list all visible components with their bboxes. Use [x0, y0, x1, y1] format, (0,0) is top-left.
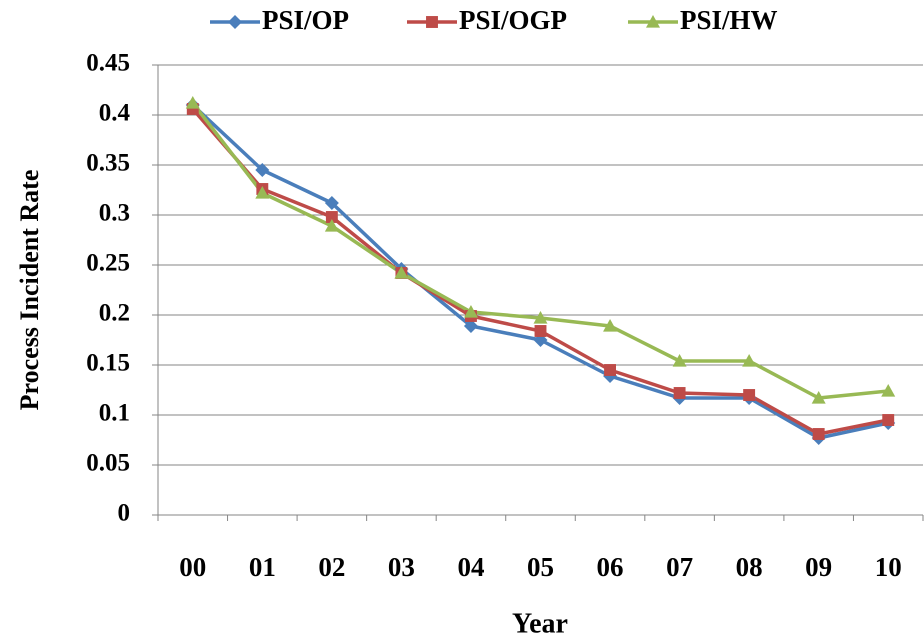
x-tick-label: 10 — [875, 552, 902, 582]
y-tick-label: 0.15 — [86, 350, 130, 377]
marker — [603, 319, 618, 332]
marker — [186, 103, 199, 115]
series-line — [191, 107, 889, 436]
x-tick-label: 00 — [179, 552, 206, 582]
x-tick-label: 01 — [249, 552, 276, 582]
marker — [255, 186, 270, 199]
x-tick-label: 08 — [736, 552, 763, 582]
x-axis-label: Year — [512, 608, 568, 639]
y-tick-label: 0.3 — [99, 200, 130, 227]
marker — [185, 96, 200, 109]
marker — [672, 354, 687, 367]
series-line — [191, 103, 889, 440]
marker — [604, 364, 616, 376]
y-tick-label: 0.2 — [99, 300, 130, 327]
marker — [811, 391, 826, 404]
x-tick-label: 09 — [805, 552, 832, 582]
marker — [812, 428, 825, 440]
x-tick-label: 02 — [318, 552, 345, 582]
y-axis-label: Process Incident Rate — [15, 170, 44, 411]
marker — [324, 196, 339, 210]
marker — [534, 325, 547, 337]
marker — [463, 319, 478, 333]
series-line — [191, 101, 889, 400]
x-tick-label: 06 — [597, 552, 624, 582]
y-tick-label: 0.05 — [86, 450, 130, 477]
x-tick-label: 05 — [527, 552, 554, 582]
legend-marker — [646, 15, 660, 28]
x-tick-label: 03 — [388, 552, 415, 582]
legend-label: PSI/OGP — [459, 5, 567, 35]
legend-marker — [426, 16, 438, 28]
marker — [255, 163, 270, 177]
marker — [533, 311, 548, 324]
marker — [394, 266, 409, 279]
x-tick-label: 07 — [666, 552, 693, 582]
y-tick-label: 0.45 — [86, 50, 130, 77]
marker — [742, 354, 757, 367]
marker — [463, 305, 478, 318]
legend-marker — [228, 15, 242, 29]
y-tick-label: 0.35 — [86, 150, 130, 177]
x-tick-label: 04 — [457, 552, 484, 582]
legend-label: PSI/OP — [262, 5, 349, 35]
legend-label: PSI/HW — [680, 5, 778, 35]
marker — [743, 389, 756, 401]
y-tick-label: 0 — [118, 500, 131, 527]
marker — [882, 414, 895, 426]
y-tick-label: 0.25 — [86, 250, 130, 277]
y-tick-label: 0.1 — [99, 400, 130, 427]
marker — [673, 387, 686, 399]
y-tick-label: 0.4 — [99, 100, 131, 127]
marker — [881, 384, 896, 397]
marker — [324, 219, 339, 232]
marker — [325, 211, 338, 223]
